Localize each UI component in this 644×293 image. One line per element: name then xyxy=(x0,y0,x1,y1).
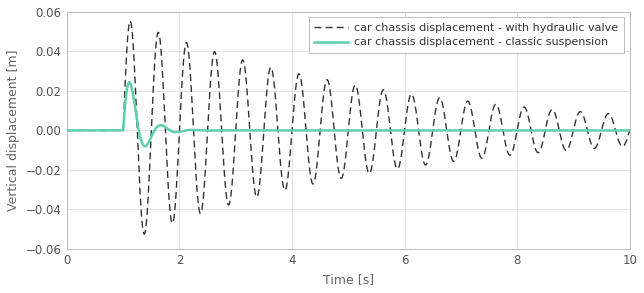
car chassis displacement - classic suspension xyxy=(63,129,71,132)
car chassis displacement - with hydraulic valve xyxy=(140,232,148,236)
car chassis displacement - classic suspension xyxy=(596,129,604,132)
car chassis displacement - with hydraulic valve xyxy=(97,129,104,132)
car chassis displacement - with hydraulic valve xyxy=(596,135,604,138)
Y-axis label: Vertical displacement [m]: Vertical displacement [m] xyxy=(7,50,20,211)
X-axis label: Time [s]: Time [s] xyxy=(323,273,374,286)
car chassis displacement - classic suspension xyxy=(86,129,94,132)
car chassis displacement - classic suspension xyxy=(66,129,73,132)
car chassis displacement - classic suspension xyxy=(126,81,133,84)
Legend: car chassis displacement - with hydraulic valve, car chassis displacement - clas: car chassis displacement - with hydrauli… xyxy=(309,18,624,53)
car chassis displacement - with hydraulic valve xyxy=(338,176,346,179)
Line: car chassis displacement - classic suspension: car chassis displacement - classic suspe… xyxy=(67,82,630,146)
car chassis displacement - classic suspension xyxy=(173,130,181,134)
car chassis displacement - classic suspension xyxy=(338,129,346,132)
car chassis displacement - with hydraulic valve xyxy=(63,129,71,132)
car chassis displacement - with hydraulic valve xyxy=(86,129,94,132)
car chassis displacement - with hydraulic valve xyxy=(66,129,73,132)
car chassis displacement - with hydraulic valve xyxy=(626,129,634,132)
car chassis displacement - classic suspension xyxy=(626,129,634,132)
car chassis displacement - classic suspension xyxy=(97,129,104,132)
car chassis displacement - with hydraulic valve xyxy=(126,19,134,23)
car chassis displacement - classic suspension xyxy=(141,144,149,148)
Line: car chassis displacement - with hydraulic valve: car chassis displacement - with hydrauli… xyxy=(67,21,630,234)
car chassis displacement - with hydraulic valve xyxy=(173,170,181,174)
